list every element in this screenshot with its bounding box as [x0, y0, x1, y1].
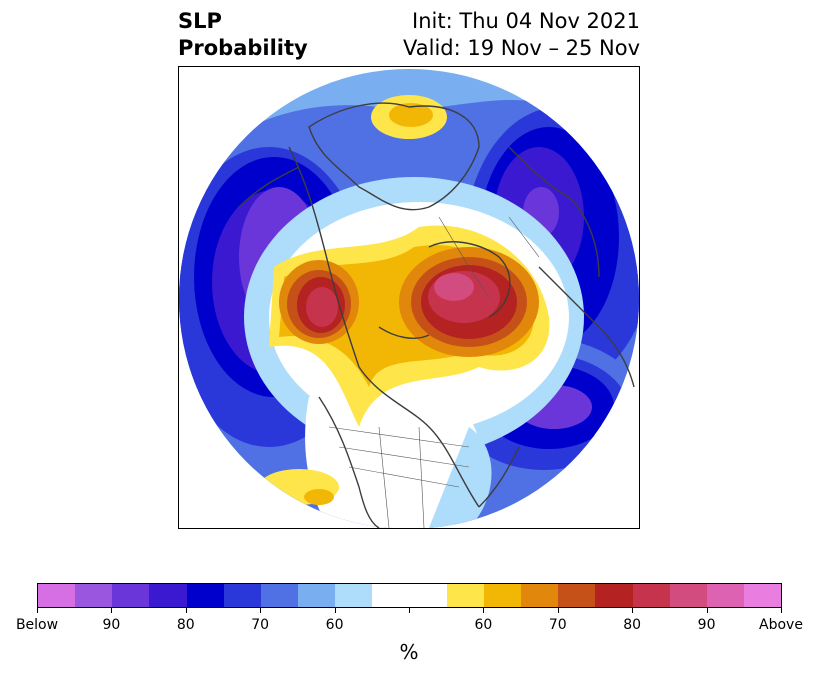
- colorbar-tick: [334, 608, 336, 613]
- title-product: Probability: [178, 36, 308, 60]
- probability-fill-layer: [179, 69, 639, 528]
- colorbar-segment: [223, 584, 261, 607]
- colorbar-segment: [706, 584, 744, 607]
- colorbar-tick-label: 80: [623, 617, 642, 633]
- colorbar-segment: [186, 584, 224, 607]
- colorbar-tick: [409, 608, 410, 613]
- colorbar-tick: [632, 608, 634, 613]
- colorbar-tick: [37, 608, 38, 613]
- colorbar-segment: [409, 584, 447, 607]
- colorbar-segment: [743, 584, 782, 607]
- colorbar-tick: [111, 608, 113, 613]
- colorbar-segment: [558, 584, 596, 607]
- colorbar-tick-label: Above: [759, 617, 803, 633]
- colorbar-segment: [446, 584, 484, 607]
- map-dates: Init: Thu 04 Nov 2021 Valid: 19 Nov – 25…: [403, 8, 640, 62]
- valid-range: Valid: 19 Nov – 25 Nov: [403, 36, 640, 60]
- colorbar-segment: [483, 584, 522, 607]
- colorbar-segment: [149, 584, 187, 607]
- colorbar-tick: [706, 608, 708, 613]
- colorbar-tick: [185, 608, 187, 613]
- colorbar-segment: [632, 584, 670, 607]
- colorbar-tick: [483, 608, 485, 613]
- colorbar-tick-label: 80: [176, 617, 195, 633]
- colorbar-tick: [260, 608, 262, 613]
- colorbar-segment: [335, 584, 373, 607]
- colorbar-tick-label: 90: [697, 617, 716, 633]
- colorbar-segment: [38, 584, 76, 607]
- colorbar-tick-label: 60: [474, 617, 493, 633]
- colorbar-segment: [112, 584, 150, 607]
- colorbar-segment: [260, 584, 299, 607]
- borders: [328, 216, 540, 528]
- coastlines: [238, 102, 635, 528]
- colorbar-segment: [372, 584, 410, 607]
- colorbar-tick-label: Below: [15, 617, 59, 633]
- colorbar-tick-label: 90: [102, 617, 121, 633]
- colorbar-tick: [781, 608, 782, 613]
- colorbar-tick: [557, 608, 559, 613]
- colorbar-tick-label: 70: [251, 617, 270, 633]
- colorbar-tick-label: 60: [325, 617, 344, 633]
- probability-map-graphic: [179, 69, 639, 528]
- colorbar-segment: [75, 584, 113, 607]
- colorbar-unit: %: [399, 640, 419, 664]
- colorbar-segment: [521, 584, 559, 607]
- colorbar-segment: [595, 584, 633, 607]
- colorbar-segment: [669, 584, 707, 607]
- init-date: Init: Thu 04 Nov 2021: [412, 9, 640, 33]
- colorbar: [37, 583, 782, 608]
- colorbar-tick-label: 70: [548, 617, 567, 633]
- polar-map: [178, 66, 640, 529]
- title-variable: SLP: [178, 9, 222, 33]
- colorbar-segment: [298, 584, 336, 607]
- map-title: SLP Probability: [178, 8, 308, 62]
